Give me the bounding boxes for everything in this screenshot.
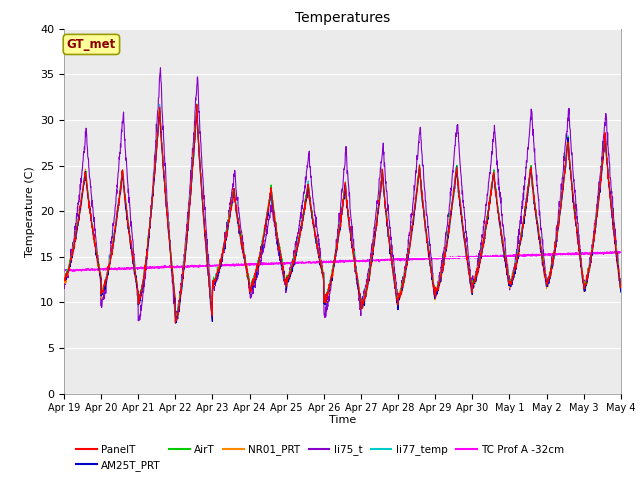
Y-axis label: Temperature (C): Temperature (C) [24, 166, 35, 257]
Text: GT_met: GT_met [67, 38, 116, 51]
X-axis label: Time: Time [329, 415, 356, 425]
Legend: PanelT, AM25T_PRT, AirT, NR01_PRT, li75_t, li77_temp, TC Prof A -32cm: PanelT, AM25T_PRT, AirT, NR01_PRT, li75_… [72, 440, 568, 475]
Title: Temperatures: Temperatures [295, 11, 390, 25]
